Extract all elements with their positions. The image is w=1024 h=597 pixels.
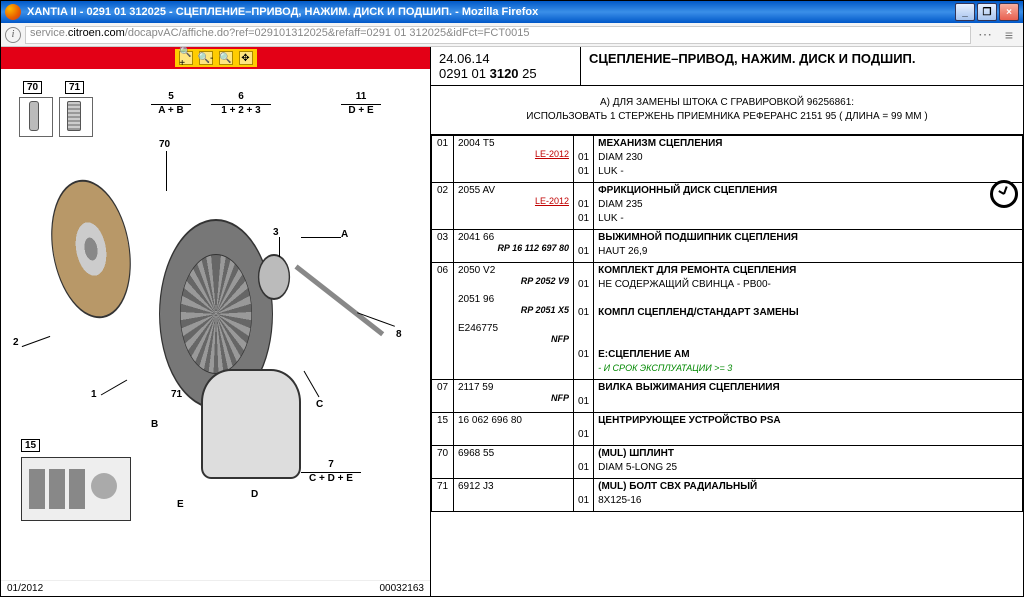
part-num: 01 [432,136,454,183]
info-icon[interactable]: i [5,27,21,43]
callout-1: 1 [91,389,97,400]
callout-D: D [251,489,258,500]
part-num: 71 [432,479,454,512]
zoom-in-icon[interactable]: 🔍+ [179,51,193,65]
titlebar: XANTIA II - 0291 01 312025 - СЦЕПЛЕНИЕ–П… [1,1,1023,23]
parts-header: 24.06.14 0291 01 3120 25 СЦЕПЛЕНИЕ–ПРИВО… [431,47,1023,86]
browser-window: XANTIA II - 0291 01 312025 - СЦЕПЛЕНИЕ–П… [0,0,1024,597]
part-qty: 01 [574,446,594,479]
table-row[interactable]: 072117 59NFP01ВИЛКА ВЫЖИМАНИЯ СЦЕПЛЕНИИЯ [432,380,1023,413]
part-desc: ВИЛКА ВЫЖИМАНИЯ СЦЕПЛЕНИИЯ [594,380,1023,413]
callout-C: C [316,399,323,410]
part-num: 06 [432,263,454,380]
part-code: 16 062 696 80 [454,413,574,446]
part-code: 6968 55 [454,446,574,479]
parts-table: 012004 T5LE-20120101МЕХАНИЗМ СЦЕПЛЕНИЯDI… [431,135,1023,512]
toolbar: 🔍+ 🔍- 🔍 ✥ [1,47,430,69]
legend-7: 7C + D + E [301,459,361,484]
part-qty: 0101 [574,136,594,183]
part-num: 03 [432,230,454,263]
content: 🔍+ 🔍- 🔍 ✥ 70 71 5A + B 61 + 2 + 3 11D + … [1,47,1023,596]
table-row[interactable]: 012004 T5LE-20120101МЕХАНИЗМ СЦЕПЛЕНИЯDI… [432,136,1023,183]
part-desc: (MUL) ШПЛИНТDIAM 5-LONG 25 [594,446,1023,479]
url-domain: citroen.com [68,27,125,39]
part-qty: 0101 [574,183,594,230]
callout-n70: 70 [159,139,170,150]
url-field[interactable]: service.citroen.com/docapvAC/affiche.do?… [25,26,971,44]
hamburger-icon[interactable]: ≡ [999,27,1019,43]
table-row[interactable]: 022055 AVLE-20120101ФРИКЦИОННЫЙ ДИСК СЦЕ… [432,183,1023,230]
callout-8: 8 [396,329,402,340]
firefox-icon [5,4,21,20]
table-row[interactable]: 706968 5501(MUL) ШПЛИНТDIAM 5-LONG 25 [432,446,1023,479]
table-row[interactable]: 062050 V2RP 2052 V92051 96RP 2051 X5E246… [432,263,1023,380]
window-title: XANTIA II - 0291 01 312025 - СЦЕПЛЕНИЕ–П… [27,6,955,18]
part-qty: 01 [574,380,594,413]
part-num: 15 [432,413,454,446]
close-button[interactable]: × [999,3,1019,21]
pan-icon[interactable]: ✥ [239,51,253,65]
header-title: СЦЕПЛЕНИЕ–ПРИВОД, НАЖИМ. ДИСК И ПОДШИП. [581,47,1023,85]
maximize-button[interactable]: ❐ [977,3,997,21]
table-row[interactable]: 1516 062 696 8001ЦЕНТРИРУЮЩЕЕ УСТРОЙСТВО… [432,413,1023,446]
table-row[interactable]: 032041 66RP 16 112 697 8001ВЫЖИМНОЙ ПОДШ… [432,230,1023,263]
part-qty: 01 [574,413,594,446]
callout-71: 71 [65,81,84,94]
zoom-out-icon[interactable]: 🔍- [199,51,213,65]
diagram-panel: 🔍+ 🔍- 🔍 ✥ 70 71 5A + B 61 + 2 + 3 11D + … [1,47,431,596]
part-code: 2055 AVLE-2012 [454,183,574,230]
part-num: 02 [432,183,454,230]
footer-code: 00032163 [380,583,425,594]
table-row[interactable]: 716912 J301(MUL) БОЛТ CBX РАДИАЛЬНЫЙ8X12… [432,479,1023,512]
part-code: 2004 T5LE-2012 [454,136,574,183]
part-code: 2050 V2RP 2052 V92051 96RP 2051 X5E24677… [454,263,574,380]
zoom-reset-icon[interactable]: 🔍 [219,51,233,65]
part-desc: ВЫЖИМНОЙ ПОДШИПНИК СЦЕПЛЕНИЯHAUT 26,9 [594,230,1023,263]
part-code: 2041 66RP 16 112 697 80 [454,230,574,263]
legend-6: 61 + 2 + 3 [211,91,271,116]
url-prefix: service. [30,27,68,39]
parts-panel: 24.06.14 0291 01 3120 25 СЦЕПЛЕНИЕ–ПРИВО… [431,47,1023,596]
callout-B: B [151,419,158,430]
part-num: 70 [432,446,454,479]
part-code: 6912 J3 [454,479,574,512]
legend-5: 5A + B [151,91,191,116]
url-more-icon[interactable]: ⋯ [975,26,995,43]
callout-15: 15 [21,439,40,452]
part-qty: 010101 [574,263,594,380]
callout-A: A [341,229,348,240]
note-row: A) ДЛЯ ЗАМЕНЫ ШТОКА С ГРАВИРОВКОЙ 962568… [431,86,1023,135]
part-qty: 01 [574,230,594,263]
minimize-button[interactable]: _ [955,3,975,21]
callout-2: 2 [13,337,19,348]
part-desc: (MUL) БОЛТ CBX РАДИАЛЬНЫЙ8X125-16 [594,479,1023,512]
header-date: 24.06.14 [439,51,572,66]
part-code: 2117 59NFP [454,380,574,413]
part-desc: КОМПЛЕКТ ДЛЯ РЕМОНТА СЦЕПЛЕНИЯНЕ СОДЕРЖА… [594,263,1023,380]
part-desc: ФРИКЦИОННЫЙ ДИСК СЦЕПЛЕНИЯDIAM 235LUK - [594,183,1023,230]
part-desc: ЦЕНТРИРУЮЩЕЕ УСТРОЙСТВО PSA [594,413,1023,446]
diagram-footer: 01/2012 00032163 [1,580,430,596]
callout-3: 3 [273,227,279,238]
part-num: 07 [432,380,454,413]
url-bar: i service.citroen.com/docapvAC/affiche.d… [1,23,1023,47]
part-qty: 01 [574,479,594,512]
callout-71b: 71 [171,389,182,400]
diagram-area[interactable]: 70 71 5A + B 61 + 2 + 3 11D + E 7C + D +… [1,69,430,580]
callout-E: E [177,499,184,510]
url-path: /docapvAC/affiche.do?ref=029101312025&re… [125,27,530,39]
footer-date: 01/2012 [7,583,43,594]
legend-11: 11D + E [341,91,381,116]
callout-70: 70 [23,81,42,94]
part-desc: МЕХАНИЗМ СЦЕПЛЕНИЯDIAM 230LUK - [594,136,1023,183]
header-code: 0291 01 3120 25 [439,66,572,81]
clock-icon [990,180,1018,208]
